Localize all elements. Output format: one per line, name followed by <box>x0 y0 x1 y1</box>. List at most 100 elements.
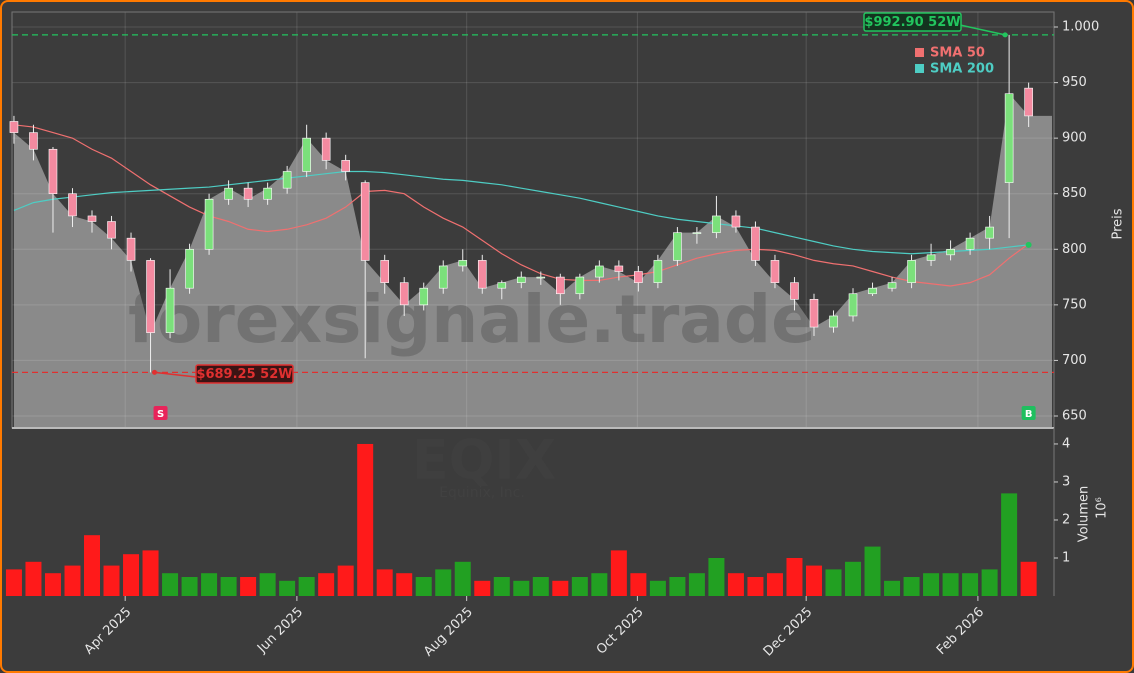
volume-bar <box>571 576 588 596</box>
signal-label: B <box>1025 409 1033 420</box>
candle-body <box>790 282 799 300</box>
candle-body <box>516 276 526 283</box>
volume-bar <box>181 576 198 596</box>
candle-body <box>146 260 155 333</box>
candle-body <box>653 260 663 283</box>
volume-tick-label: 2 <box>1062 512 1070 527</box>
annotation-label: $689.25 52W <box>196 367 292 382</box>
volume-bar <box>162 573 179 596</box>
volume-bar <box>552 580 569 596</box>
volume-bar <box>298 576 315 596</box>
candle-body <box>556 276 565 295</box>
volume-bar <box>903 576 920 596</box>
candle-body <box>224 187 233 200</box>
volume-bar <box>220 576 237 596</box>
candle-body <box>575 276 585 295</box>
volume-bar <box>64 565 81 596</box>
volume-bar <box>1001 493 1018 596</box>
legend-swatch <box>915 64 924 73</box>
watermark-company: Equinix, Inc. <box>439 485 525 501</box>
volume-bar <box>25 561 42 596</box>
sma-line <box>13 124 1029 287</box>
volume-bar <box>923 573 940 596</box>
candle-body <box>438 265 448 289</box>
candle-body <box>868 287 877 295</box>
candle-body <box>673 232 682 261</box>
volume-bar <box>259 573 276 596</box>
y-tick-label: 700 <box>1062 353 1087 368</box>
volume-bar <box>864 546 881 596</box>
volume-bar <box>747 576 764 596</box>
candle-body <box>809 298 819 328</box>
annotation-box <box>863 12 962 32</box>
y-tick-label: 800 <box>1062 242 1087 257</box>
y-tick-label: 750 <box>1062 297 1087 312</box>
signal-marker <box>153 406 168 420</box>
candle-body <box>887 282 897 289</box>
candle-body <box>165 287 175 333</box>
candle-body <box>965 237 975 250</box>
candle-body <box>985 226 994 239</box>
candle-body <box>126 237 136 261</box>
annotation-point <box>152 369 158 375</box>
volume-bar <box>357 443 374 596</box>
volume-bar <box>688 573 705 596</box>
annotation-box <box>195 364 294 384</box>
x-tick-label: Dec 2025 <box>761 605 816 660</box>
candle-body <box>458 260 468 267</box>
volume-bar <box>962 573 979 596</box>
candle-body <box>829 315 838 328</box>
volume-bar <box>981 569 998 596</box>
volume-bar <box>727 573 744 596</box>
candle-body <box>770 260 780 283</box>
candle-body <box>263 187 272 200</box>
volume-tick-label: 3 <box>1062 474 1070 489</box>
candle-body <box>614 265 624 272</box>
volume-bar <box>513 580 530 596</box>
candle-body <box>946 248 955 256</box>
candle-body <box>536 276 546 279</box>
volume-tick-label: 4 <box>1062 436 1070 451</box>
volume-bar <box>279 580 296 596</box>
volume-scale: 10⁶ <box>1095 497 1110 519</box>
volume-bar <box>123 554 140 596</box>
legend-swatch <box>915 48 924 57</box>
signal-marker <box>1021 406 1036 420</box>
y-axis-label: Preis <box>1111 208 1126 239</box>
candle-body <box>204 198 214 250</box>
x-tick-label: Jun 2025 <box>254 605 306 657</box>
annotation-point <box>1002 32 1008 38</box>
candle-body <box>1024 87 1033 117</box>
candle-body <box>497 282 507 289</box>
candle-body <box>380 260 390 283</box>
candle-body <box>9 121 19 133</box>
candle-body <box>185 248 194 289</box>
volume-bar <box>942 573 959 596</box>
volume-bar <box>396 573 413 596</box>
volume-bar <box>786 557 803 596</box>
volume-tick-label: 1 <box>1062 550 1070 565</box>
volume-bar <box>84 535 101 596</box>
candle-body <box>360 182 370 261</box>
y-tick-label: 900 <box>1062 131 1087 146</box>
candle-body <box>907 260 916 283</box>
volume-bar <box>44 573 61 596</box>
volume-bar <box>142 550 159 596</box>
volume-bar <box>240 576 257 596</box>
candle-body <box>68 193 77 217</box>
volume-bar <box>454 561 471 596</box>
candle-body <box>595 265 604 278</box>
sma-line <box>13 170 1029 255</box>
volume-bar <box>493 576 510 596</box>
candle-body <box>712 215 721 233</box>
candle-body <box>282 171 292 189</box>
x-tick-label: Aug 2025 <box>421 605 476 660</box>
volume-bar <box>474 580 491 596</box>
candle-body <box>302 137 311 172</box>
watermark: forexsignale.trade <box>128 281 816 358</box>
volume-bar <box>1020 561 1037 596</box>
volume-bar <box>591 573 608 596</box>
candle-body <box>341 160 350 172</box>
volume-bar <box>532 576 549 596</box>
